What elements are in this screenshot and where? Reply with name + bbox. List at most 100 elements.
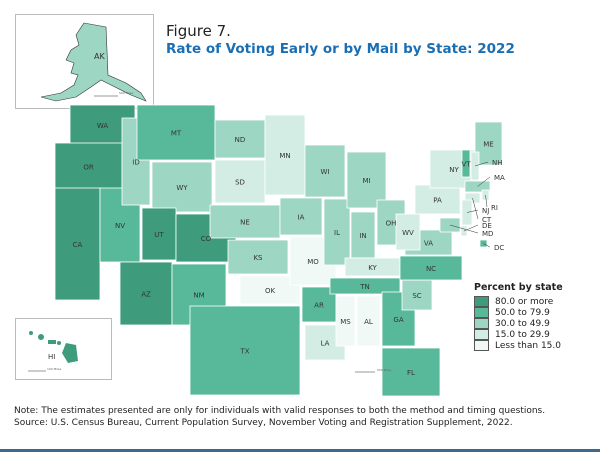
state-label-SD: SD: [235, 179, 245, 187]
state-ME: [474, 121, 503, 166]
state-label-NY: NY: [449, 166, 459, 174]
legend-label: Less than 15.0: [495, 340, 561, 351]
state-ND: [214, 119, 266, 159]
leader-line-DE: [463, 224, 479, 232]
leader-line-MA: [477, 176, 491, 187]
state-FL: [381, 347, 441, 397]
legend-title: Percent by state: [474, 282, 563, 293]
state-KS: [227, 239, 289, 275]
state-label-WV: WV: [402, 229, 414, 237]
state-MN: [264, 114, 306, 196]
leader-line-MD: [449, 224, 479, 234]
state-label-NE: NE: [240, 219, 250, 227]
conus-scale-label: 500 Miles: [377, 368, 392, 372]
state-label-MS: MS: [340, 318, 351, 326]
state-label-NC: NC: [426, 265, 436, 273]
state-label-VA: VA: [424, 240, 433, 248]
state-label-MO: MO: [307, 258, 319, 266]
state-label-MN: MN: [279, 152, 290, 160]
state-label-UT: UT: [154, 231, 164, 239]
state-CA: [54, 187, 101, 301]
state-OR: [54, 142, 123, 191]
legend-label: 80.0 or more: [495, 296, 554, 307]
state-AK: [40, 22, 147, 102]
state-NC: [399, 255, 463, 281]
leader-line-DC: [483, 243, 491, 248]
state-TN: [329, 277, 401, 295]
state-label-IN: IN: [359, 232, 366, 240]
figure-title: Rate of Voting Early or by Mail by State…: [166, 41, 515, 57]
legend-item: 80.0 or more: [474, 296, 563, 307]
state-WI: [304, 144, 346, 198]
hawaii-scale-label: 100 Miles: [47, 367, 62, 371]
state-label-OH: OH: [386, 220, 397, 228]
legend-item: Less than 15.0: [474, 340, 563, 351]
state-label-DC: DC: [494, 244, 504, 252]
state-label-ID: ID: [132, 159, 139, 167]
legend-label: 50.0 to 79.9: [495, 307, 550, 318]
figure-number: Figure 7.: [166, 22, 231, 40]
contiguous-us-map: WA OR CA NV ID MT WY UT CO AZ NM ND SD NE KS OK TX MN IA MO…: [54, 104, 505, 397]
state-label-RI: RI: [491, 204, 498, 212]
state-label-OK: OK: [265, 287, 276, 295]
state-label-MT: MT: [171, 130, 182, 138]
state-label-ME: ME: [483, 141, 493, 149]
state-label-MI: MI: [362, 177, 370, 185]
state-label-WY: WY: [176, 184, 188, 192]
state-SC: [401, 279, 433, 311]
legend-item: 50.0 to 79.9: [474, 307, 563, 318]
leader-line-CT: [472, 197, 479, 220]
state-AL: [356, 295, 381, 347]
legend-label: 30.0 to 49.9: [495, 318, 550, 329]
state-MT: [136, 104, 216, 161]
state-label-KS: KS: [253, 254, 263, 262]
state-label-NJ: NJ: [482, 207, 489, 215]
state-WY: [151, 161, 213, 213]
state-label-AR: AR: [314, 302, 324, 310]
state-label-NV: NV: [115, 222, 125, 230]
state-label-VT: VT: [461, 161, 471, 169]
state-AZ: [119, 261, 173, 326]
state-label-HI: HI: [48, 353, 55, 361]
hawaii-map: HI 100 Miles: [28, 331, 78, 372]
state-label-SC: SC: [412, 292, 421, 300]
state-WV: [395, 213, 421, 251]
hawaii-inset: HI 100 Miles: [15, 318, 112, 380]
state-TX: [189, 305, 301, 396]
state-UT: [141, 207, 177, 261]
state-IN: [350, 211, 376, 259]
state-HI: [29, 331, 78, 363]
state-label-PA: PA: [433, 197, 442, 205]
source-text: Source: U.S. Census Bureau, Current Popu…: [14, 418, 513, 428]
alaska-inset: AK 500 Miles: [15, 14, 154, 109]
state-label-NH: NH: [492, 159, 503, 167]
state-label-MA: MA: [494, 174, 505, 182]
state-label-WI: WI: [321, 168, 330, 176]
state-IA: [279, 197, 323, 236]
state-label-FL: FL: [407, 369, 415, 377]
legend-swatch: [474, 296, 489, 307]
legend-label: 15.0 to 29.9: [495, 329, 550, 340]
state-label-CT: CT: [482, 216, 492, 224]
bottom-rule: [0, 449, 600, 452]
alaska-scale-label: 500 Miles: [119, 91, 134, 95]
legend-item: 15.0 to 29.9: [474, 329, 563, 340]
state-label-CO: CO: [201, 235, 212, 243]
state-label-CA: CA: [73, 241, 83, 249]
legend-swatch: [474, 318, 489, 329]
legend-swatch: [474, 340, 489, 351]
state-label-NM: NM: [193, 292, 204, 300]
state-label-MD: MD: [482, 230, 493, 238]
state-label-OR: OR: [83, 164, 94, 172]
legend-swatch: [474, 329, 489, 340]
leader-line-RI: [485, 194, 488, 208]
state-label-TX: TX: [239, 348, 249, 356]
state-label-IL: IL: [334, 229, 340, 237]
state-label-AK: AK: [94, 52, 105, 61]
legend-swatch: [474, 307, 489, 318]
leader-line-NH: [474, 161, 489, 167]
legend: Percent by state 80.0 or more 50.0 to 79…: [474, 282, 563, 351]
notes: Note: The estimates presented are only f…: [14, 405, 594, 429]
state-NE: [209, 204, 281, 239]
